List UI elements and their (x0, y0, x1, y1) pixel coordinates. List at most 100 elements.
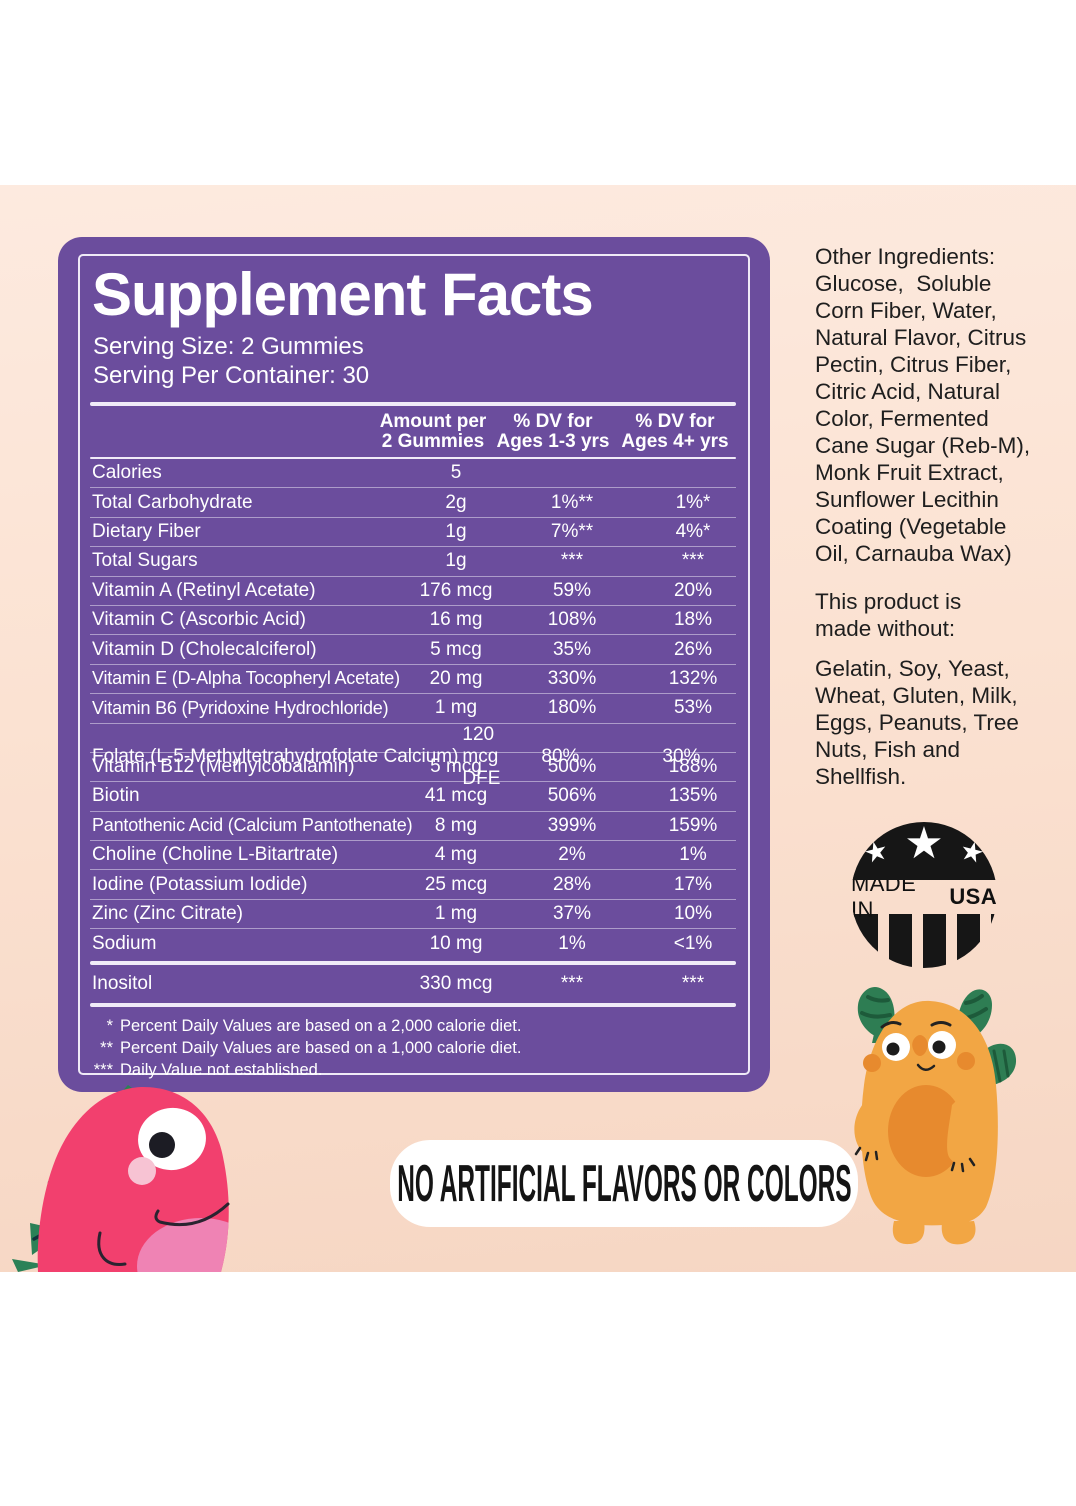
nutrient-name: Vitamin C (Ascorbic Acid) (92, 609, 306, 631)
amount-value: 5 mcg (430, 638, 482, 660)
footnote: ** Percent Daily Values are based on a 1,… (90, 1037, 736, 1059)
serving-size-text: Serving Size: 2 Gummies (93, 333, 364, 360)
amount-value: 5 mcg (430, 756, 482, 778)
footnote-mark: *** (93, 1060, 113, 1079)
amount-value: 8 mg (434, 814, 478, 836)
table-row: Biotin 41 mcg 506% 135% (90, 782, 736, 812)
divider-thick (90, 960, 736, 965)
star-icon: ★ (956, 834, 988, 870)
table-row: Zinc (Zinc Citrate) 1 mg 37% 10% (90, 900, 736, 930)
dv-ages-4plus-value: 135% (668, 785, 718, 807)
amount-value: 330 mcg (419, 972, 493, 994)
column-header-spacer (90, 412, 374, 452)
dino-cheek (128, 1157, 156, 1185)
nutrient-name: Sodium (92, 932, 157, 954)
footnotes: * Percent Daily Values are based on a 2,0… (90, 1015, 736, 1081)
dv-ages-4plus-value: 53% (673, 697, 713, 719)
dv-ages-4plus-value: 20% (673, 579, 713, 601)
dv-ages-4plus-value: *** (681, 550, 705, 572)
dv-ages-4plus-value: 159% (668, 814, 718, 836)
table-row: Choline (Choline L-Bitartrate) 4 mg 2% 1% (90, 841, 736, 871)
amount-value: 5 (450, 462, 462, 484)
table-row: Sodium 10 mg 1% <1% (90, 929, 736, 958)
serving-per-container-text: Serving Per Container: 30 (93, 362, 370, 389)
amount-value: 4 mg (434, 844, 478, 866)
amount-value: 1 mg (434, 697, 478, 719)
made-without-heading: This product is made without: (815, 589, 962, 641)
table-row: Pantothenic Acid (Calcium Pantothenate) 8… (90, 812, 736, 842)
monster-nose (912, 1035, 928, 1056)
amount-value: 1g (445, 550, 467, 572)
dv-ages-1-3-value: 35% (552, 638, 592, 660)
monster-mouth (916, 1063, 936, 1071)
star-icon: ★ (904, 822, 944, 868)
dv-ages-4plus-value: *** (681, 972, 705, 994)
footnote-mark: ** (100, 1038, 113, 1057)
monster-left-cheek (863, 1054, 881, 1072)
monster-right-cheek (957, 1052, 975, 1070)
nutrient-name: Total Carbohydrate (92, 491, 253, 513)
dv-ages-4plus-value: 4%* (675, 520, 711, 542)
amount-value: 176 mcg (419, 579, 493, 601)
amount-value: 1g (445, 520, 467, 542)
inositol-section: Inositol 330 mcg *** *** (90, 965, 736, 1003)
monster-belly (888, 1085, 964, 1177)
dv-ages-1-3-value: 7%** (550, 520, 594, 542)
panel-title: Supplement Facts (92, 261, 594, 328)
amount-value: 16 mg (429, 609, 483, 631)
dv-ages-4plus-value: 17% (673, 873, 713, 895)
monster-right-pupil (932, 1040, 946, 1054)
amount-value: 10 mg (429, 932, 483, 954)
nutrient-name: Vitamin B6 (Pyridoxine Hydrochloride) (92, 697, 389, 718)
dv-ages-4plus-value: 1% (679, 844, 707, 866)
amount-value: 20 mg (429, 667, 483, 689)
nutrient-name: Biotin (92, 785, 140, 807)
monster-right-foot (941, 1221, 976, 1245)
table-row: Dietary Fiber 1g 7%** 4%* (90, 518, 736, 548)
badge-usa-text: USA (949, 884, 997, 909)
nutrient-name: Vitamin B12 (Methylcobalamin) (92, 756, 355, 778)
table-row: Vitamin C (Ascorbic Acid) 16 mg 108% 18% (90, 606, 736, 636)
table-row: Total Carbohydrate 2g 1%** 1%* (90, 488, 736, 518)
amount-value: 120 mcg DFE (462, 723, 501, 789)
nutrient-name: Total Sugars (92, 550, 198, 572)
nutrient-name: Vitamin D (Cholecalciferol) (92, 638, 317, 660)
column-header: % DV for Ages 4+ yrs (621, 411, 729, 452)
table-row: Vitamin A (Retinyl Acetate) 176 mcg 59% 20% (90, 577, 736, 606)
monster-right-arm (947, 1099, 980, 1165)
dv-ages-1-3-value: 500% (547, 756, 597, 778)
dv-ages-4plus-value: 1%* (675, 491, 711, 513)
star-icon: ★ (860, 834, 892, 870)
table-row: Folate (L-5-Methyltetrahydrofolate Calci… (90, 724, 736, 789)
dv-ages-1-3-value: 1% (558, 932, 586, 954)
dino-pupil (149, 1132, 175, 1158)
divider-header (90, 457, 736, 459)
dv-ages-1-3-value: 2% (558, 844, 586, 866)
dv-ages-4plus-value: 18% (673, 609, 713, 631)
nutrient-name: Vitamin A (Retinyl Acetate) (92, 579, 316, 601)
table-row: Vitamin E (D-Alpha Tocopheryl Acetate) 20… (90, 665, 736, 695)
dv-ages-1-3-value: 1%** (550, 491, 594, 513)
dv-ages-4plus-value: 188% (668, 756, 718, 778)
dv-ages-1-3-value: 180% (547, 697, 597, 719)
made-without-list: Gelatin, Soy, Yeast, Wheat, Gluten, Milk… (815, 656, 1019, 789)
table-row: Inositol 330 mcg *** *** (90, 965, 736, 1003)
footnote-text: Percent Daily Values are based on a 1,00… (120, 1038, 522, 1057)
nutrient-name: Calories (92, 462, 162, 484)
monster-left-arm (854, 1093, 885, 1156)
banner-text: NO ARTIFICIAL FLAVORS OR COLORS (396, 1154, 852, 1213)
table-row: Calories 5 (90, 459, 736, 489)
nutrient-name: Inositol (92, 972, 153, 994)
amount-value: 1 mg (434, 903, 478, 925)
panel-inner-border: Supplement Facts Serving Size: 2 Gummies… (78, 254, 750, 1079)
dv-ages-1-3-value: 330% (547, 667, 597, 689)
dv-ages-1-3-value: *** (560, 972, 584, 994)
divider-thick (90, 1002, 736, 1007)
amount-value: 25 mcg (424, 873, 488, 895)
pink-dinosaur-illustration (12, 1085, 230, 1272)
dino-arm (97, 1231, 127, 1266)
column-header: Amount per 2 Gummies (379, 411, 487, 452)
dv-ages-4plus-value: 26% (673, 638, 713, 660)
badge-stars-section: ★ ★ ★ (851, 822, 997, 880)
